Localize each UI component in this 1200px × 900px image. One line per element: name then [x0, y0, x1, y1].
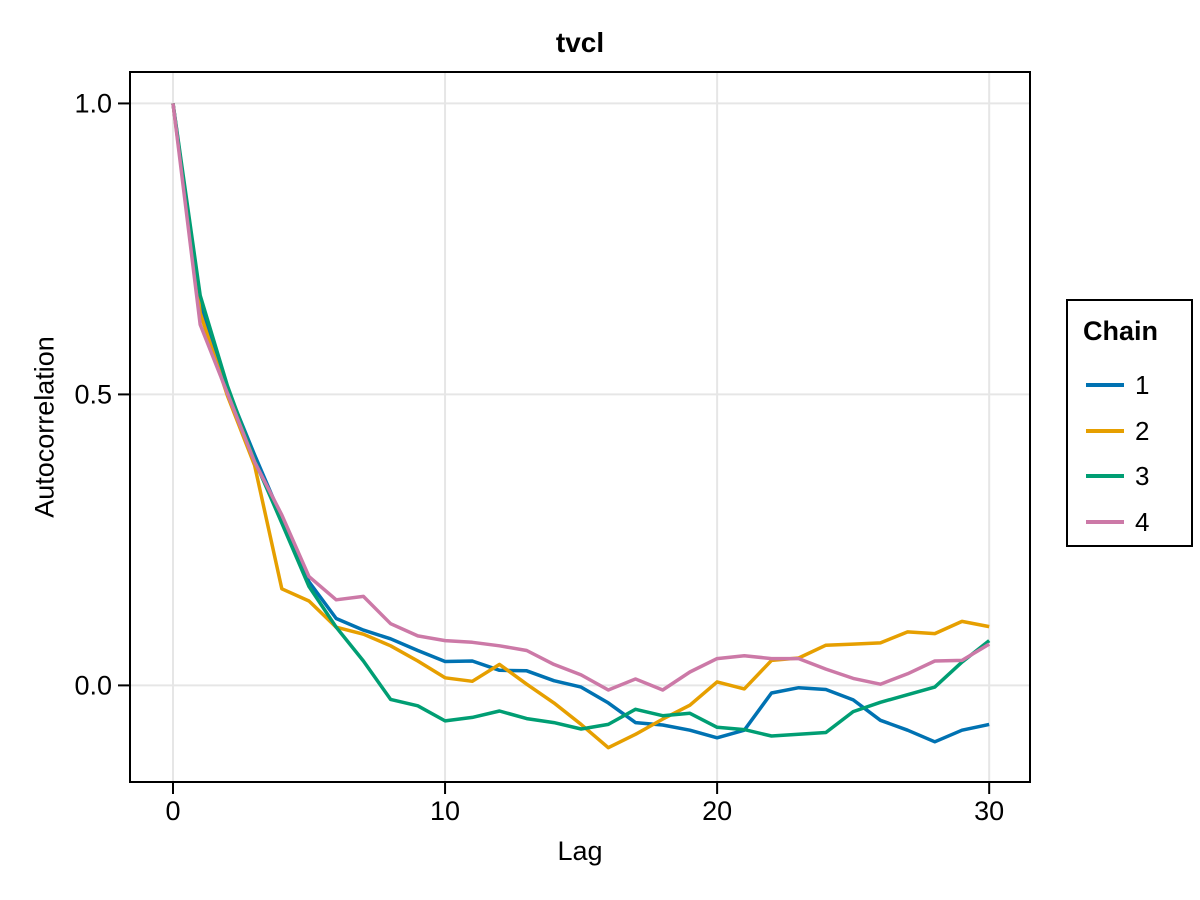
legend-title: Chain: [1083, 316, 1159, 346]
x-axis-label: Lag: [557, 836, 603, 866]
y-tick-label: 0.0: [74, 670, 112, 700]
legend-item-label: 4: [1135, 507, 1150, 538]
x-tick-label: 20: [702, 796, 732, 826]
plot-frame: [129, 71, 1031, 783]
legend-item-label: 3: [1135, 461, 1150, 492]
series-line-chain-2: [171, 103, 990, 750]
legend: Chain 1 2 3 4: [1066, 299, 1193, 547]
x-tick-label: 30: [974, 796, 1004, 826]
legend-item-label: 2: [1135, 415, 1150, 446]
legend-item-4: 4: [1086, 508, 1149, 536]
legend-line-swatch: [1086, 474, 1124, 479]
legend-line-swatch: [1086, 383, 1124, 387]
y-tick-label: 0.5: [74, 379, 112, 409]
y-tick-label: 1.0: [74, 88, 112, 118]
x-tick-label: 0: [165, 796, 180, 826]
legend-item-label: 1: [1135, 370, 1150, 400]
x-tick-label: 10: [430, 796, 460, 826]
series-line-chain-4: [171, 103, 991, 692]
legend-line-swatch: [1086, 428, 1124, 433]
legend-line-swatch: [1086, 520, 1124, 525]
series-line-chain-3: [171, 103, 991, 738]
legend-item-3: 3: [1086, 462, 1149, 490]
legend-item-1: 1: [1086, 371, 1149, 399]
legend-item-2: 2: [1086, 417, 1149, 445]
chart-title: tvcl: [555, 27, 605, 58]
series-line-chain-1: [171, 103, 990, 744]
